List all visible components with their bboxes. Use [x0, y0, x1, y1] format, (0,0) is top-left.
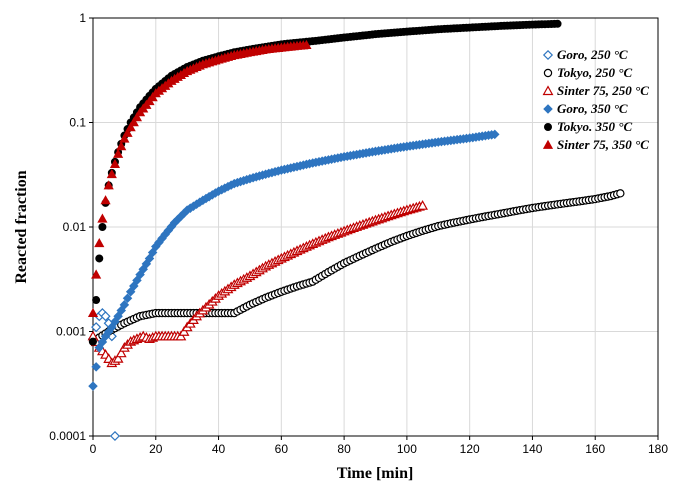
series-4-point: [92, 296, 101, 305]
series-3-point: [119, 300, 130, 310]
series-4-point: [89, 337, 98, 346]
series-3-point: [490, 129, 500, 140]
series-5-point: [113, 148, 124, 158]
series-4-point: [553, 19, 562, 28]
legend-marker: [544, 123, 553, 132]
y-tick-label: 0.0001: [49, 429, 86, 443]
y-tick-label: 1: [79, 11, 86, 25]
series-5-point: [103, 180, 114, 190]
series-4-point: [98, 222, 107, 231]
series-3-point: [147, 247, 158, 258]
series-1-point: [616, 189, 625, 198]
series-5-point: [94, 237, 105, 248]
series-5-point: [97, 213, 108, 223]
series-0-point: [109, 430, 121, 442]
legend-item: Tokyo. 350 °C: [544, 119, 632, 134]
series-5-point: [131, 112, 143, 122]
legend-marker: [543, 68, 553, 78]
legend-item: Goro, 350 °C: [543, 101, 628, 116]
series-5-point: [301, 39, 312, 50]
legend-label: Sinter 75, 250 °C: [557, 83, 649, 98]
legend-item: Goro, 250 °C: [542, 47, 628, 62]
series-3-point: [122, 293, 133, 304]
series-layer: [87, 19, 625, 442]
legend-item: Tokyo, 250 °C: [543, 65, 632, 80]
x-tick-label: 140: [522, 442, 542, 456]
y-tick-label: 0.001: [56, 325, 86, 339]
series-3-point: [88, 381, 98, 391]
series-2-point: [112, 352, 124, 363]
x-tick-label: 60: [275, 442, 289, 456]
y-axis-ticks: 0.0001 0.001 0.01 0.1 1: [49, 11, 93, 443]
y-axis-label: Reacted fraction: [13, 170, 30, 283]
y-tick-label: 0.1: [69, 116, 86, 130]
series-5-point: [91, 269, 102, 279]
legend-item: Sinter 75, 350 °C: [542, 137, 649, 152]
x-axis-label: Time [min]: [337, 465, 414, 482]
x-tick-label: 180: [648, 442, 668, 456]
series-3-point: [144, 253, 155, 264]
legend-label: Tokyo, 250 °C: [557, 65, 632, 80]
legend-item: Sinter 75, 250 °C: [542, 83, 649, 98]
series-0-point: [100, 311, 111, 322]
series-5-point: [109, 158, 121, 169]
legend-marker: [543, 104, 553, 114]
series-5-point: [125, 122, 136, 132]
legend-marker: [542, 85, 554, 96]
series-5-point: [128, 117, 139, 127]
series-5: [87, 39, 312, 318]
x-tick-label: 20: [149, 442, 163, 456]
series-5-point: [116, 141, 127, 151]
series-5-point: [119, 133, 130, 143]
series-3-point: [91, 362, 101, 372]
legend-marker: [542, 49, 554, 61]
x-tick-label: 80: [337, 442, 351, 456]
x-axis-ticks: 0 20 40 60 80 100 120 140 160 180: [90, 436, 668, 456]
x-tick-label: 0: [90, 442, 97, 456]
x-tick-label: 160: [585, 442, 605, 456]
x-tick-label: 40: [212, 442, 226, 456]
legend-label: Goro, 350 °C: [557, 101, 628, 116]
legend-marker: [542, 139, 554, 149]
legend-label: Sinter 75, 350 °C: [557, 137, 649, 152]
series-5-point: [106, 168, 117, 179]
x-tick-label: 120: [460, 442, 480, 456]
series-0-point: [91, 322, 102, 333]
series-5-point: [87, 307, 99, 318]
y-tick-label: 0.01: [63, 220, 87, 234]
legend-label: Tokyo. 350 °C: [557, 119, 632, 134]
series-3: [88, 129, 500, 391]
legend: Goro, 250 °C Tokyo, 250 °C Sinter 75, 250 …: [542, 47, 649, 152]
series-5-point: [100, 195, 111, 205]
legend-label: Goro, 250 °C: [557, 47, 628, 62]
series-2-point: [115, 347, 127, 358]
series-4-point: [95, 254, 104, 263]
series-2: [87, 200, 429, 368]
series-2-point: [417, 200, 429, 210]
x-tick-label: 100: [397, 442, 417, 456]
series-5-point: [122, 127, 133, 137]
